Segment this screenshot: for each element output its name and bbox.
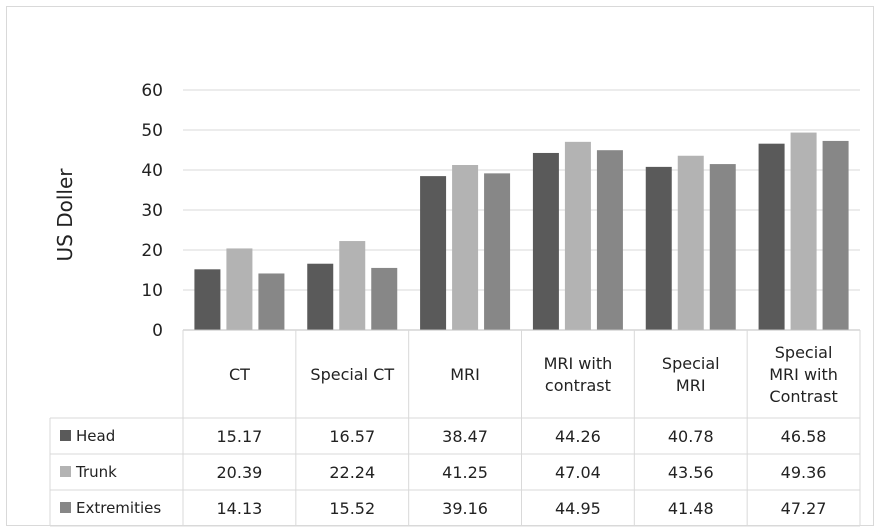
data-label: 40.78 — [668, 427, 714, 446]
bar-trunk-2 — [452, 165, 479, 330]
bar-trunk-0 — [226, 248, 253, 330]
data-label: 16.57 — [329, 427, 375, 446]
bar-extremities-3 — [596, 150, 623, 330]
data-label: 38.47 — [442, 427, 488, 446]
legend-swatch-trunk — [60, 466, 71, 477]
category-label: contrast — [545, 376, 611, 395]
data-label: 43.56 — [668, 463, 714, 482]
category-label: MRI with — [544, 354, 613, 373]
category-label: MRI — [676, 376, 706, 395]
category-label: Special — [775, 343, 833, 362]
y-tick-label: 10 — [141, 281, 163, 301]
bar-trunk-4 — [677, 155, 704, 330]
y-axis-label: US Doller — [53, 168, 77, 262]
y-tick-label: 40 — [141, 161, 163, 181]
bar-trunk-5 — [790, 132, 817, 330]
bar-trunk-3 — [564, 141, 591, 330]
data-label: 15.52 — [329, 499, 375, 518]
category-label: MRI with — [769, 365, 838, 384]
category-label: MRI — [450, 365, 480, 384]
legend-swatch-extremities — [60, 502, 71, 513]
bar-head-1 — [307, 263, 334, 330]
y-tick-label: 0 — [152, 321, 163, 341]
y-tick-label: 20 — [141, 241, 163, 261]
bar-extremities-4 — [709, 164, 736, 330]
category-label: Special CT — [310, 365, 394, 384]
bar-extremities-0 — [258, 273, 285, 330]
legend-swatch-head — [60, 430, 71, 441]
data-label: 44.26 — [555, 427, 601, 446]
y-tick-label: 60 — [141, 81, 163, 101]
data-label: 46.58 — [781, 427, 827, 446]
data-label: 49.36 — [781, 463, 827, 482]
data-label: 15.17 — [217, 427, 263, 446]
bar-extremities-2 — [484, 173, 511, 330]
data-label: 20.39 — [217, 463, 263, 482]
bar-trunk-1 — [339, 241, 366, 330]
data-label: 41.25 — [442, 463, 488, 482]
y-tick-label: 30 — [141, 201, 163, 221]
bar-head-3 — [532, 152, 559, 330]
data-label: 14.13 — [217, 499, 263, 518]
bar-head-5 — [758, 143, 785, 330]
category-label: CT — [229, 365, 250, 384]
category-label: Special — [662, 354, 720, 373]
data-label: 39.16 — [442, 499, 488, 518]
data-label: 47.27 — [781, 499, 827, 518]
bar-extremities-5 — [822, 140, 849, 330]
legend-label-head: Head — [76, 427, 115, 445]
y-tick-label: 50 — [141, 121, 163, 141]
category-label: Contrast — [769, 387, 837, 406]
data-label: 47.04 — [555, 463, 601, 482]
bar-head-4 — [645, 166, 672, 330]
bar-head-0 — [194, 269, 221, 330]
bar-extremities-1 — [371, 267, 398, 330]
data-label: 22.24 — [329, 463, 375, 482]
legend-label-trunk: Trunk — [75, 463, 117, 481]
bar-head-2 — [420, 176, 447, 330]
legend-label-extremities: Extremities — [76, 499, 161, 517]
data-label: 41.48 — [668, 499, 714, 518]
data-label: 44.95 — [555, 499, 601, 518]
